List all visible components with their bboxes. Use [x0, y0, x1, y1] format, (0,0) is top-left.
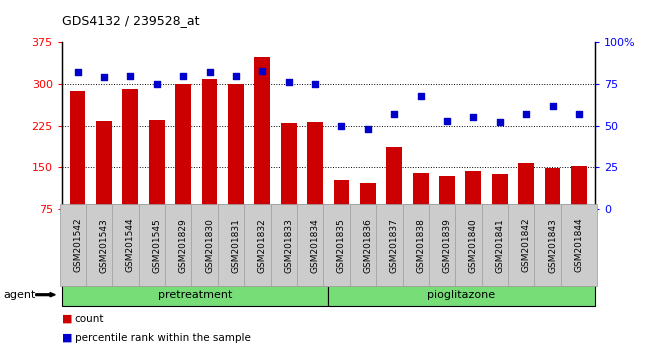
- Bar: [492, 175, 508, 251]
- Text: GSM201841: GSM201841: [495, 218, 504, 273]
- Text: GSM201843: GSM201843: [548, 218, 557, 273]
- Text: GSM201837: GSM201837: [390, 218, 398, 273]
- Bar: [360, 183, 376, 251]
- Text: GSM201832: GSM201832: [258, 218, 266, 273]
- Text: GSM201830: GSM201830: [205, 218, 214, 273]
- Text: GSM201844: GSM201844: [575, 218, 584, 273]
- Text: GSM201833: GSM201833: [284, 218, 293, 273]
- Bar: [545, 169, 560, 251]
- Bar: [228, 84, 244, 251]
- Point: [99, 75, 109, 80]
- Point: [125, 73, 136, 79]
- Bar: [254, 57, 270, 251]
- Text: GSM201542: GSM201542: [73, 218, 82, 273]
- Text: pretreatment: pretreatment: [158, 290, 232, 300]
- Point: [204, 70, 214, 75]
- Text: count: count: [75, 314, 104, 324]
- Text: GSM201835: GSM201835: [337, 218, 346, 273]
- Bar: [202, 79, 218, 251]
- Text: GSM201545: GSM201545: [152, 218, 161, 273]
- Text: agent: agent: [3, 290, 36, 300]
- Point: [310, 81, 320, 87]
- Text: ■: ■: [62, 333, 72, 343]
- Bar: [386, 147, 402, 251]
- Point: [468, 115, 478, 120]
- Point: [231, 73, 241, 79]
- Bar: [281, 123, 296, 251]
- Bar: [176, 84, 191, 251]
- Point: [574, 111, 584, 117]
- Point: [151, 81, 162, 87]
- Text: GSM201834: GSM201834: [311, 218, 320, 273]
- Text: GSM201829: GSM201829: [179, 218, 188, 273]
- Bar: [70, 91, 86, 251]
- Bar: [571, 166, 587, 251]
- Text: GSM201831: GSM201831: [231, 218, 240, 273]
- Bar: [518, 163, 534, 251]
- Text: ■: ■: [62, 314, 72, 324]
- Text: GSM201840: GSM201840: [469, 218, 478, 273]
- Bar: [333, 180, 349, 251]
- Text: GSM201543: GSM201543: [99, 218, 109, 273]
- Text: pioglitazone: pioglitazone: [428, 290, 495, 300]
- Point: [389, 111, 399, 117]
- Point: [442, 118, 452, 124]
- Bar: [122, 89, 138, 251]
- Text: GSM201839: GSM201839: [443, 218, 452, 273]
- Bar: [465, 171, 481, 251]
- Point: [178, 73, 188, 79]
- Text: GDS4132 / 239528_at: GDS4132 / 239528_at: [62, 14, 200, 27]
- Point: [495, 120, 505, 125]
- Point: [415, 93, 426, 98]
- Point: [521, 111, 531, 117]
- Bar: [439, 176, 455, 251]
- Bar: [96, 121, 112, 251]
- Text: GSM201838: GSM201838: [416, 218, 425, 273]
- Bar: [149, 120, 164, 251]
- Text: percentile rank within the sample: percentile rank within the sample: [75, 333, 251, 343]
- Text: GSM201836: GSM201836: [363, 218, 372, 273]
- Point: [283, 80, 294, 85]
- Text: GSM201544: GSM201544: [126, 218, 135, 273]
- Point: [257, 68, 268, 74]
- Text: GSM201842: GSM201842: [522, 218, 530, 273]
- Point: [336, 123, 346, 129]
- Point: [363, 126, 373, 132]
- Point: [547, 103, 558, 109]
- Point: [72, 70, 83, 75]
- Bar: [307, 122, 323, 251]
- Bar: [413, 173, 428, 251]
